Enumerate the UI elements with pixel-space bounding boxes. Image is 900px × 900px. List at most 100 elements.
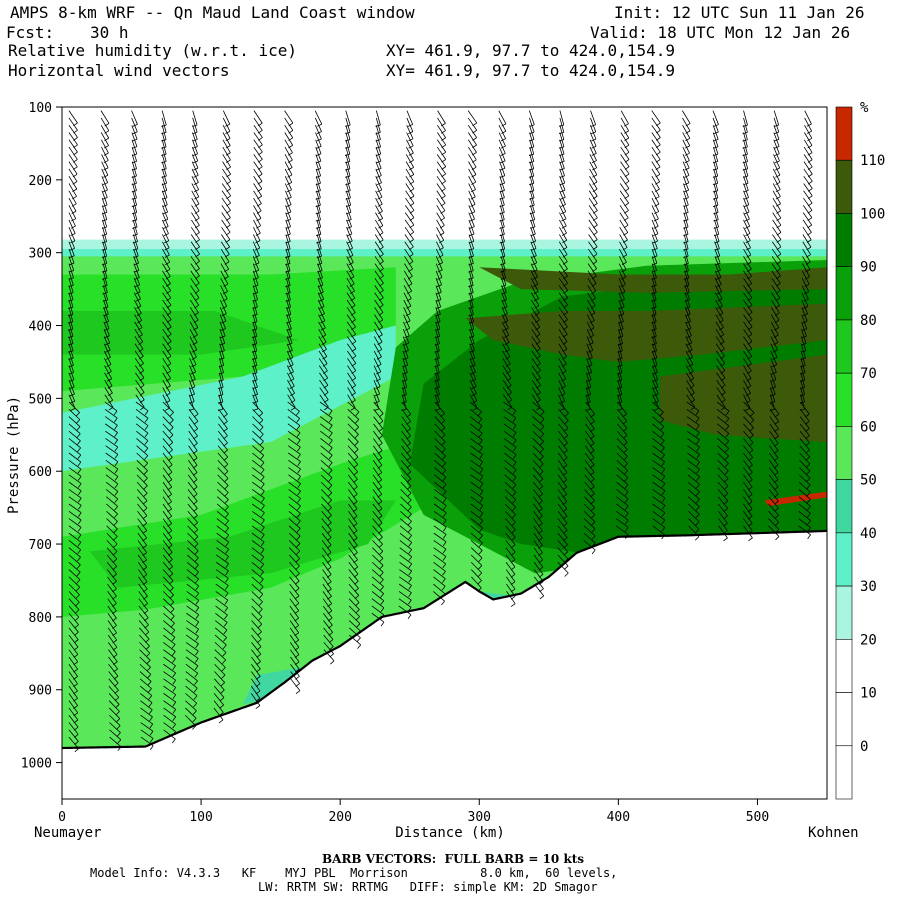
wind-barb xyxy=(374,226,384,243)
barb-flag xyxy=(222,644,227,650)
barb-staff xyxy=(108,685,120,698)
barb-staff xyxy=(100,117,110,131)
wind-barb xyxy=(470,481,484,496)
barb-staff xyxy=(502,365,512,379)
wind-barb xyxy=(252,423,264,439)
barb-staff xyxy=(682,139,690,154)
barb-staff xyxy=(108,671,119,684)
barb-staff xyxy=(321,540,332,553)
barb-staff xyxy=(743,387,751,401)
barb-staff xyxy=(687,496,700,507)
barb-flag xyxy=(376,356,382,360)
barb-staff xyxy=(714,248,721,264)
barb-staff xyxy=(586,365,592,380)
barb-staff xyxy=(132,168,137,184)
barb-flag xyxy=(591,542,596,547)
barb-flag xyxy=(171,637,176,642)
barb-flag xyxy=(287,159,293,163)
barb-staff xyxy=(68,620,79,633)
barb-flag xyxy=(77,476,82,481)
barb-staff xyxy=(214,671,225,683)
barb-staff xyxy=(533,525,543,539)
barb-staff xyxy=(374,321,383,335)
wind-barb xyxy=(216,540,230,554)
barb-staff xyxy=(433,532,447,543)
barb-flag xyxy=(170,615,175,621)
barb-staff xyxy=(68,642,79,655)
barb-flag xyxy=(470,203,476,207)
barb-staff xyxy=(190,234,200,248)
barb-staff xyxy=(133,248,139,264)
barb-staff xyxy=(103,343,111,358)
wind-barb xyxy=(163,634,176,649)
wind-barb xyxy=(215,605,228,620)
barb-flag xyxy=(165,261,170,265)
wind-barb xyxy=(251,525,265,539)
barb-staff xyxy=(617,365,623,381)
barb-flag xyxy=(559,408,565,411)
barb-staff xyxy=(558,423,569,436)
barb-staff xyxy=(163,671,176,681)
barb-staff xyxy=(285,205,292,220)
barb-staff xyxy=(137,525,148,539)
barb-flag xyxy=(620,291,626,295)
wind-barb xyxy=(288,452,301,466)
barb-flag xyxy=(354,441,359,446)
barb-staff xyxy=(504,474,517,485)
wind-barb xyxy=(616,430,628,446)
wind-barb xyxy=(682,161,690,178)
barb-staff xyxy=(468,161,477,175)
wind-barb xyxy=(288,467,301,481)
barb-staff xyxy=(373,430,383,444)
barb-staff xyxy=(162,569,174,582)
barb-flag xyxy=(725,448,729,453)
wind-barb xyxy=(468,197,476,215)
barb-staff xyxy=(373,358,382,372)
barb-staff xyxy=(469,329,475,344)
barb-flag xyxy=(563,427,569,432)
wind-barb xyxy=(470,496,484,510)
wind-barb xyxy=(321,489,333,504)
barb-staff xyxy=(743,117,748,133)
barb-staff xyxy=(683,183,689,198)
barb-staff xyxy=(314,117,322,132)
wind-barb xyxy=(346,248,354,266)
barb-flag xyxy=(115,711,120,716)
barb-staff xyxy=(284,183,292,198)
barb-staff xyxy=(68,481,82,492)
barb-flag xyxy=(329,425,333,430)
wind-barb xyxy=(616,459,629,475)
wind-barb xyxy=(434,452,447,467)
wind-barb xyxy=(717,481,729,498)
barb-flag xyxy=(77,519,82,525)
barb-staff xyxy=(163,729,176,740)
wind-barb xyxy=(189,328,198,346)
barb-flag xyxy=(539,448,544,453)
barb-staff xyxy=(588,212,598,226)
barb-flag xyxy=(659,412,664,417)
barb-flag xyxy=(479,447,483,452)
barb-staff xyxy=(772,205,782,219)
barb-staff xyxy=(68,227,76,242)
barb-staff xyxy=(400,452,412,465)
wind-barb xyxy=(222,125,231,142)
barb-flag xyxy=(539,463,544,468)
wind-barb xyxy=(252,438,264,453)
wind-barb xyxy=(345,161,351,178)
wind-barb xyxy=(162,248,171,265)
barb-staff xyxy=(617,401,628,415)
barb-staff xyxy=(319,379,329,393)
barb-flag xyxy=(169,412,174,417)
barb-staff xyxy=(286,292,292,308)
barb-flag xyxy=(377,211,383,215)
barb-staff xyxy=(435,350,440,366)
barb-staff xyxy=(713,190,719,206)
barb-flag xyxy=(289,385,295,389)
barb-flag xyxy=(749,442,754,447)
barb-flag xyxy=(132,226,138,229)
barb-staff xyxy=(251,510,265,521)
wind-barb xyxy=(251,612,263,628)
wind-barb xyxy=(185,649,199,663)
barb-staff xyxy=(405,197,415,211)
barb-flag xyxy=(621,261,627,265)
